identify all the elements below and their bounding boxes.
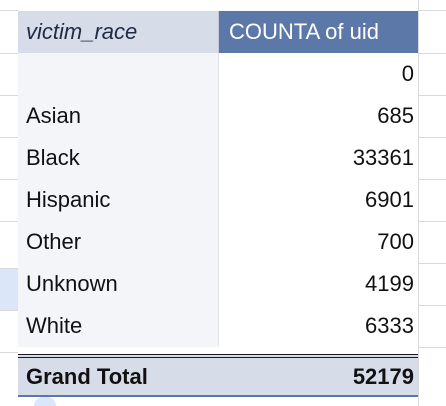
grid-line	[0, 137, 18, 138]
grid-line	[418, 10, 446, 11]
grid-line	[418, 221, 446, 222]
grid-line	[0, 10, 18, 11]
grid-line	[418, 137, 446, 138]
grid-line	[0, 53, 18, 54]
grid-line	[0, 310, 18, 311]
grand-total-row[interactable]: Grand Total 52179	[18, 354, 418, 395]
grid-line	[418, 53, 446, 54]
row-value[interactable]: 685	[219, 95, 418, 137]
row-value[interactable]: 6901	[219, 179, 418, 221]
grid-line	[418, 263, 446, 264]
right-grid-strip	[418, 0, 446, 406]
selection-handle[interactable]	[34, 397, 56, 406]
row-label[interactable]: Unknown	[18, 263, 219, 305]
row-value[interactable]: 700	[219, 221, 418, 263]
grand-total-label: Grand Total	[26, 364, 148, 389]
grid-line	[418, 347, 446, 348]
pivot-row[interactable]: Other 700	[18, 221, 418, 263]
grid-line	[0, 268, 18, 269]
row-label[interactable]	[18, 53, 219, 95]
pivot-row[interactable]: White 6333	[18, 305, 418, 347]
row-field-header[interactable]: victim_race	[18, 11, 219, 53]
row-label[interactable]: Asian	[18, 95, 219, 137]
grid-line	[0, 179, 18, 180]
pivot-row[interactable]: 0	[18, 53, 418, 95]
row-value[interactable]: 0	[219, 53, 418, 95]
row-value[interactable]: 4199	[219, 263, 418, 305]
row-label[interactable]: Other	[18, 221, 219, 263]
grid-line	[418, 305, 446, 306]
row-value[interactable]: 6333	[219, 305, 418, 347]
selected-cell-highlight[interactable]	[0, 268, 18, 310]
pivot-row[interactable]: Black 33361	[18, 137, 418, 179]
left-grid-gutter	[0, 0, 18, 406]
pivot-row[interactable]: Asian 685	[18, 95, 418, 137]
pivot-header-row: victim_race COUNTA of uid	[18, 11, 418, 53]
value-field-header[interactable]: COUNTA of uid	[219, 11, 418, 53]
grid-line	[418, 0, 419, 406]
grid-line	[418, 179, 446, 180]
pivot-table: victim_race COUNTA of uid 0 Asian 685 Bl…	[18, 11, 418, 395]
grid-line	[418, 95, 446, 96]
pivot-bottom-border	[18, 395, 418, 397]
row-value[interactable]: 33361	[219, 137, 418, 179]
grid-line	[0, 95, 18, 96]
row-label[interactable]: Hispanic	[18, 179, 219, 221]
row-label[interactable]: White	[18, 305, 219, 347]
row-label[interactable]: Black	[18, 137, 219, 179]
grand-total-value: 52179	[352, 364, 414, 389]
pivot-row[interactable]: Hispanic 6901	[18, 179, 418, 221]
grid-line	[0, 352, 18, 353]
grid-line	[0, 221, 18, 222]
pivot-row[interactable]: Unknown 4199	[18, 263, 418, 305]
